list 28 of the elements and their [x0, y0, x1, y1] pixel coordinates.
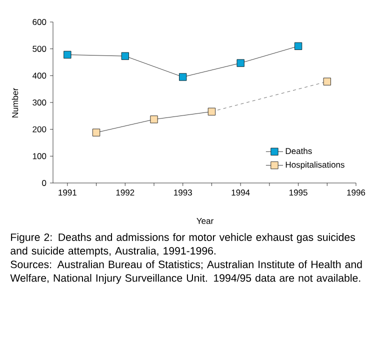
- x-tick-label: 1995: [289, 190, 308, 196]
- point: [179, 73, 187, 81]
- point: [121, 52, 129, 60]
- x-tick-label: 1992: [116, 190, 134, 196]
- point: [294, 42, 302, 50]
- source-note: Sources: Australian Bureau of Statistics; Australian Institute of Health and Welfare, National Injury Surveillance Unit. 1994/95 data are not available.: [10, 260, 362, 284]
- legend-label: Hospitalisations: [286, 161, 344, 170]
- point: [323, 78, 331, 86]
- legend-label: Deaths: [286, 148, 312, 154]
- x-axis-title: Year: [196, 218, 214, 224]
- y-tick-label: 500: [32, 46, 46, 52]
- y-tick-label: 300: [32, 99, 46, 106]
- point: [150, 116, 158, 124]
- y-tick-label: 600: [32, 18, 46, 25]
- x-tick-label: 1996: [347, 190, 366, 196]
- y-tick-label: 100: [32, 153, 46, 160]
- x-tick-label: 1994: [232, 190, 250, 196]
- point: [92, 128, 100, 136]
- y-axis-title: Number: [12, 88, 18, 118]
- point: [236, 59, 244, 67]
- caption: Figure 2: Deaths and admissions for motor vehicle exhaust gas suicides and suicide attempts, Australia, 1991-1996.: [10, 233, 356, 257]
- y-tick-label: 400: [32, 72, 46, 79]
- y-tick-label: 0: [42, 180, 46, 186]
- x-tick-label: 1993: [174, 190, 192, 196]
- y-tick-label: 200: [32, 126, 46, 132]
- point: [208, 108, 216, 116]
- x-tick-label: 1991: [58, 190, 76, 196]
- point: [64, 50, 72, 59]
